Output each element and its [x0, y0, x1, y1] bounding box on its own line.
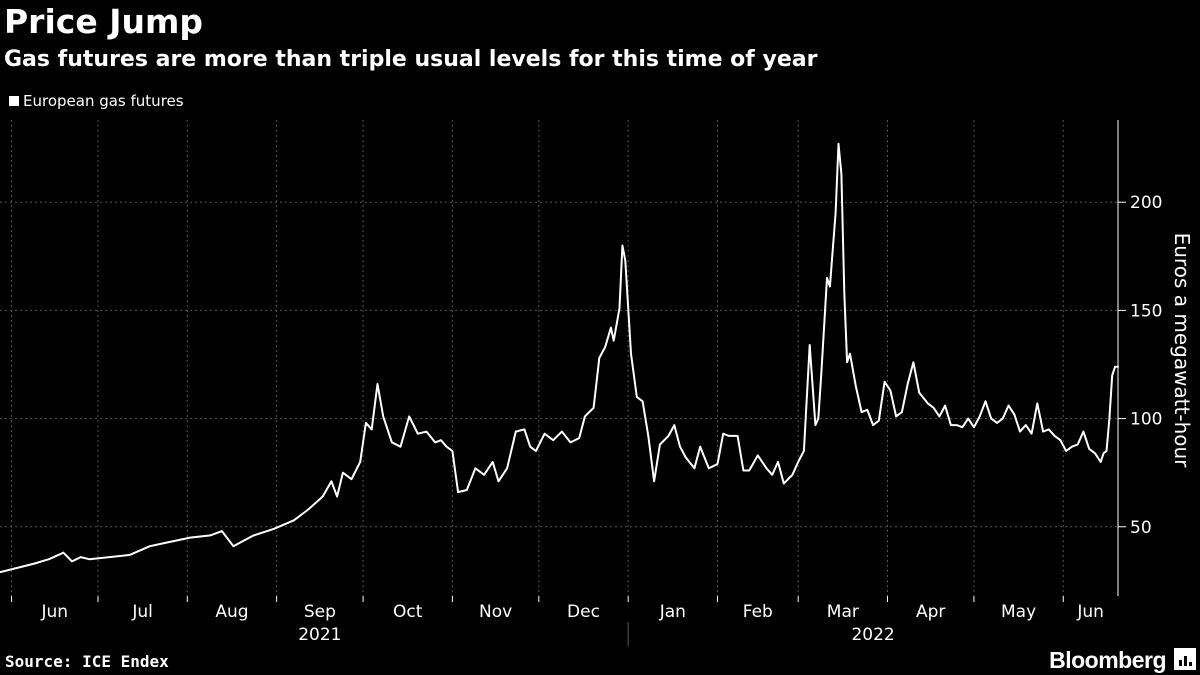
legend: European gas futures — [9, 91, 184, 111]
x-tick-label: Mar — [827, 602, 859, 622]
bloomberg-logo-icon — [1174, 648, 1196, 670]
y-tick-label: 50 — [1130, 518, 1152, 538]
legend-label: European gas futures — [23, 92, 184, 110]
y-axis-title: Euros a megawatt-hour — [1170, 233, 1194, 469]
bloomberg-logo: Bloomberg — [1049, 647, 1166, 673]
x-tick-label: May — [1001, 602, 1036, 622]
year-label: 2022 — [851, 625, 894, 645]
source-note: Source: ICE Endex — [5, 652, 169, 671]
x-tick-label: Jun — [40, 602, 68, 622]
year-label: 2021 — [298, 625, 341, 645]
x-tick-label: Feb — [743, 602, 773, 622]
x-tick-label: Apr — [916, 602, 945, 622]
chart-subtitle: Gas futures are more than triple usual l… — [4, 47, 818, 72]
series-line-european-gas-futures — [0, 142, 1119, 574]
line-chart: 50 100 150 200 Jun Jul Aug Sep Oct Nov Dec Jan Feb Ma… — [0, 120, 1194, 646]
y-tick-label: 200 — [1130, 193, 1162, 213]
y-tick-label: 100 — [1130, 410, 1162, 430]
x-tick-label: Sep — [304, 602, 336, 622]
x-tick-label: Oct — [393, 602, 423, 622]
x-tick-label: Jun — [1076, 602, 1104, 622]
x-tick-label: Jul — [131, 602, 153, 622]
x-tick-label: Jan — [659, 602, 686, 622]
legend-swatch — [9, 96, 19, 106]
chart-title: Price Jump — [4, 2, 203, 41]
y-tick-label: 150 — [1130, 301, 1162, 321]
x-tick-label: Nov — [479, 602, 512, 622]
x-tick-label: Dec — [567, 602, 600, 622]
x-tick-label: Aug — [215, 602, 248, 622]
